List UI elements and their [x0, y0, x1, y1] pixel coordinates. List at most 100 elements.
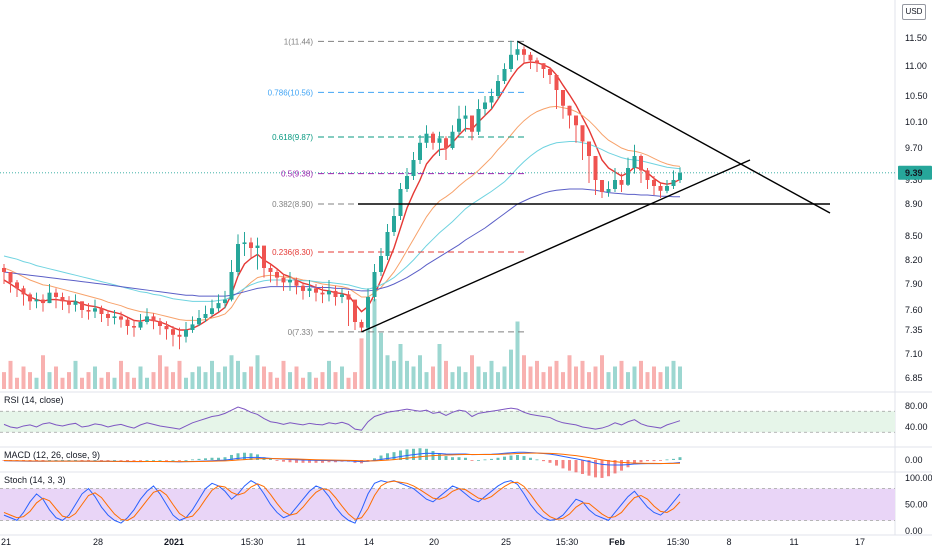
price-tick-label: 7.35 [905, 325, 923, 335]
time-tick-label: 25 [501, 537, 511, 547]
fib-level-label: 0.382(8.90) [272, 200, 313, 209]
candle-body [593, 156, 598, 180]
volume-bar [229, 355, 234, 389]
volume-bar [15, 377, 19, 389]
macd-histogram-bar [581, 460, 584, 474]
volume-bar [80, 377, 84, 389]
candle-body [574, 115, 578, 126]
volume-bar [652, 366, 656, 389]
volume-bar [41, 355, 45, 389]
time-tick-label: 17 [855, 537, 865, 547]
macd-histogram-bar [249, 453, 253, 460]
indicator-label: RSI (14, close) [4, 395, 64, 405]
candle-body [203, 314, 208, 318]
volume-bar [476, 366, 481, 389]
macd-histogram-bar [561, 460, 565, 469]
volume-bar [600, 355, 604, 389]
candle-body [268, 268, 273, 272]
macd-histogram-bar [54, 460, 58, 461]
volume-bar [424, 372, 429, 389]
candle-body [671, 180, 676, 186]
macd-histogram-bar [652, 460, 656, 462]
volume-bar [437, 344, 442, 389]
volume-bar [496, 372, 500, 389]
macd-histogram-bar [2, 460, 6, 461]
candle-body [424, 133, 429, 143]
macd-histogram-bar [48, 460, 51, 461]
volume-bar [346, 377, 351, 389]
macd-histogram-bar [191, 459, 194, 461]
candle-body [119, 316, 123, 320]
volume-bar [333, 372, 338, 389]
volume-bar [444, 360, 448, 389]
candle-body [405, 176, 409, 189]
ema_mid-line [3, 105, 681, 321]
candle-body [294, 280, 299, 286]
macd-histogram-bar [399, 450, 402, 460]
indicator-lines [2, 406, 682, 524]
volume-bar [8, 360, 13, 389]
volume-bar [580, 360, 585, 389]
volume-bar [671, 360, 676, 389]
trendlines[interactable] [358, 40, 831, 333]
macd-histogram-bar [672, 458, 675, 460]
macd-histogram-bar [67, 460, 71, 461]
candle-body [190, 324, 195, 330]
candle-body [366, 297, 370, 328]
candle-body [54, 292, 58, 297]
volume-bar [678, 366, 682, 389]
volume-bar [574, 366, 578, 389]
macd-histogram-bar [119, 460, 123, 461]
macd-histogram-bar [314, 460, 318, 463]
time-tick-label: 15:30 [241, 537, 264, 547]
macd-histogram-bar [132, 460, 136, 461]
price-tick-label: 8.90 [905, 199, 923, 209]
volume-bar [158, 355, 162, 389]
candle-body [437, 138, 442, 143]
candle-body [28, 294, 32, 302]
candle-body [216, 303, 221, 309]
candle-body [80, 301, 84, 310]
candle-body [457, 118, 461, 132]
macd-histogram-bar [217, 457, 220, 460]
volume-bar [171, 372, 175, 389]
volume-bar [489, 360, 494, 389]
candle-body [307, 288, 312, 291]
macd-histogram-bar [503, 456, 506, 460]
volume-bar [665, 366, 669, 389]
candle-body [138, 322, 143, 328]
pane-labels: RSI (14, close) MACD (12, 26, close, 9) St… [4, 395, 100, 485]
macd-histogram-bar [490, 458, 493, 460]
volume-bar [28, 372, 32, 389]
candle-body [372, 272, 377, 297]
volume-bar [216, 372, 221, 389]
volume-bar [515, 321, 520, 389]
rsi-line [3, 406, 681, 431]
candle-body [262, 245, 266, 268]
volume-bar [463, 372, 468, 389]
macd-histogram-bar [308, 460, 311, 463]
upper-trendline [517, 40, 831, 214]
macd-histogram-bar [275, 460, 279, 461]
macd-histogram-bar [633, 460, 636, 464]
candle-body [515, 49, 520, 55]
volume-bar [106, 372, 110, 389]
macd-histogram-bar [184, 460, 188, 461]
volume-bar [262, 366, 266, 389]
macd-histogram-bar [646, 460, 649, 462]
currency-label[interactable]: USD [902, 4, 926, 20]
volume-bar [645, 372, 650, 389]
candle-body [587, 141, 591, 156]
rsi-tick-label: 80.00 [905, 401, 928, 411]
candle-body [626, 168, 630, 185]
volume-bar [613, 366, 617, 389]
lower-trendline [361, 159, 751, 333]
candle-body [320, 292, 325, 295]
candle-body [242, 242, 247, 244]
macd-histogram-bar [613, 460, 617, 474]
fib-level-label: 0.618(9.87) [272, 133, 313, 142]
candle-body [229, 272, 234, 300]
candle-body [470, 115, 474, 132]
